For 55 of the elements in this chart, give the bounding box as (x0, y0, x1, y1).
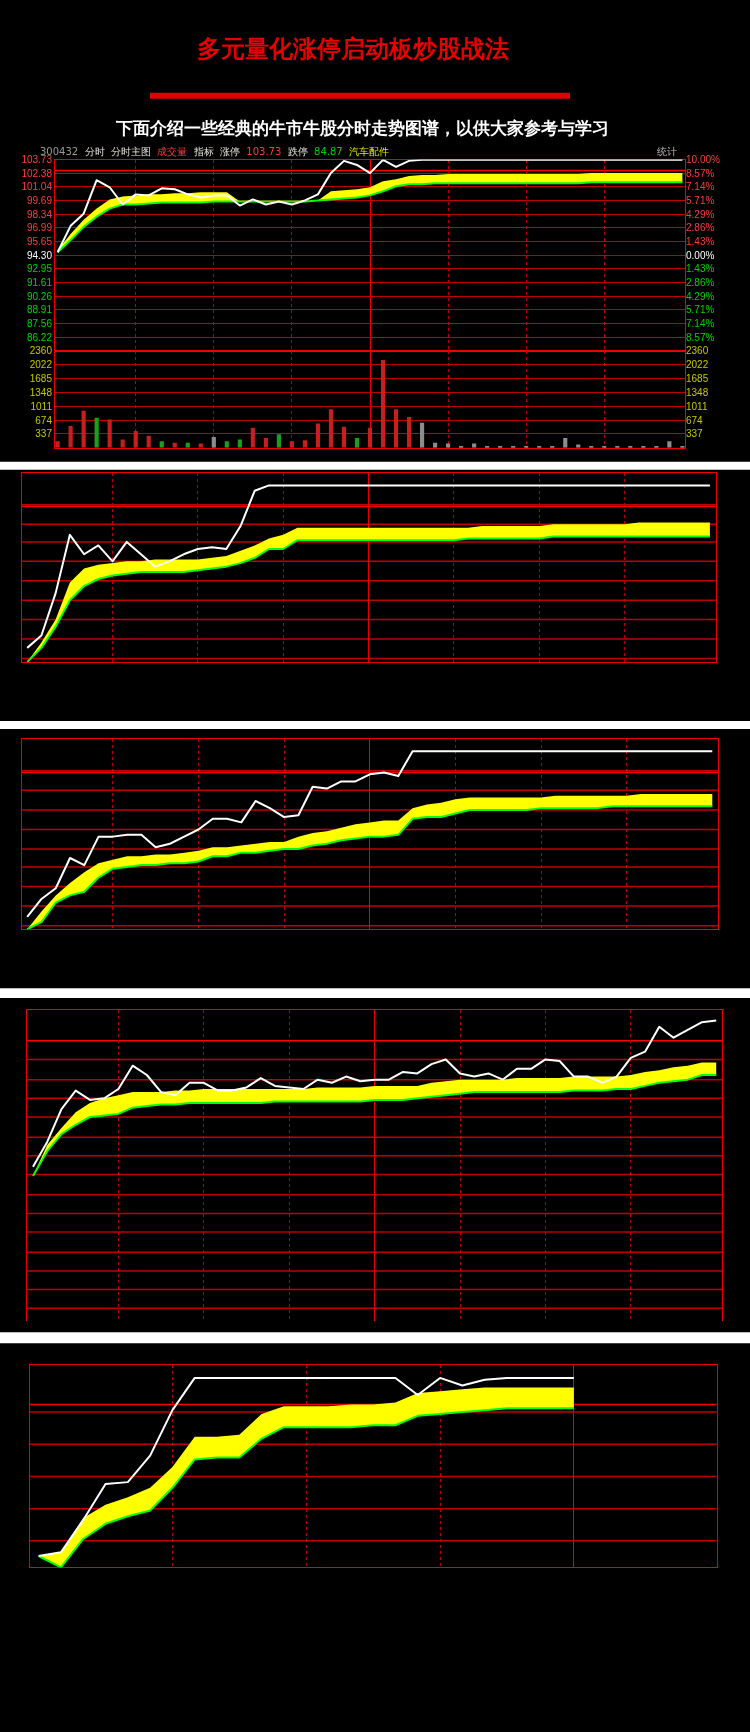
y-tick-label: 1011 (30, 400, 53, 412)
text: 汽车配件 (349, 146, 390, 157)
y-tick-label: 1348 (29, 386, 53, 398)
y-tick-label: 94.30 (26, 249, 53, 261)
y2-tick-label: 1.43% (686, 236, 715, 248)
text: 分时 (84, 146, 105, 157)
y-tick-label: 103.73 (21, 154, 53, 166)
y2-tick-label: 337 (686, 428, 704, 440)
y2-tick-label: 5.71% (686, 304, 715, 316)
y2-tick-label: 2.86% (686, 277, 715, 289)
y-tick-label: 1685 (29, 373, 53, 385)
chart-title: 多元量化涨停启动板炒股战法 (197, 35, 509, 63)
text: 300432 (40, 146, 79, 157)
y-tick-label: 87.56 (26, 318, 53, 330)
y-tick-label: 98.34 (26, 208, 53, 220)
y2-tick-label: 7.14% (686, 181, 715, 193)
y2-tick-label: 10.00% (686, 154, 721, 166)
y2-tick-label: 8.57% (686, 331, 715, 343)
text: 84.87 (314, 146, 343, 157)
y-tick-label: 96.99 (26, 222, 53, 234)
y-tick-label: 90.26 (26, 290, 53, 302)
y-tick-label: 88.91 (26, 304, 53, 316)
y-tick-label: 102.38 (21, 167, 53, 179)
y-tick-label: 99.69 (26, 195, 53, 207)
text: 103.73 (246, 146, 282, 157)
y2-tick-label: 2.86% (686, 222, 715, 234)
text: 指标 (192, 146, 214, 157)
y2-tick-label: 2360 (686, 345, 709, 357)
y-tick-label: 2360 (29, 345, 53, 357)
y2-tick-label: 1685 (686, 373, 709, 385)
y-tick-label: 95.65 (26, 236, 53, 248)
text: 统计 (657, 146, 677, 157)
y2-tick-label: 4.29% (686, 290, 715, 302)
y2-tick-label: 1.43% (686, 263, 715, 275)
y2-tick-label: 4.29% (686, 208, 715, 220)
y2-tick-label: 1011 (686, 400, 708, 412)
y2-tick-label: 7.14% (686, 318, 715, 330)
y2-tick-label: 5.71% (686, 195, 715, 207)
y-tick-label: 337 (35, 428, 53, 440)
chart-subtitle: 下面介绍一些经典的牛市牛股分时走势图谱，以供大家参考与学习 (115, 118, 609, 138)
y2-tick-label: 2022 (686, 359, 709, 371)
y2-tick-label: 1348 (686, 386, 709, 398)
text: 跌停 (287, 146, 308, 157)
y-tick-label: 86.22 (26, 331, 53, 343)
y2-tick-label: 0.00% (686, 249, 715, 261)
text: 成交量 (157, 146, 188, 157)
y2-tick-label: 8.57% (686, 167, 715, 179)
y2-tick-label: 674 (686, 414, 704, 426)
y-tick-label: 91.61 (26, 277, 53, 289)
y-tick-label: 674 (35, 414, 53, 426)
y-tick-label: 101.04 (21, 181, 53, 193)
text: 分时主图 (110, 146, 151, 157)
y-tick-label: 2022 (29, 359, 53, 371)
text: 涨停 (219, 146, 240, 157)
y-tick-label: 92.95 (26, 263, 53, 275)
